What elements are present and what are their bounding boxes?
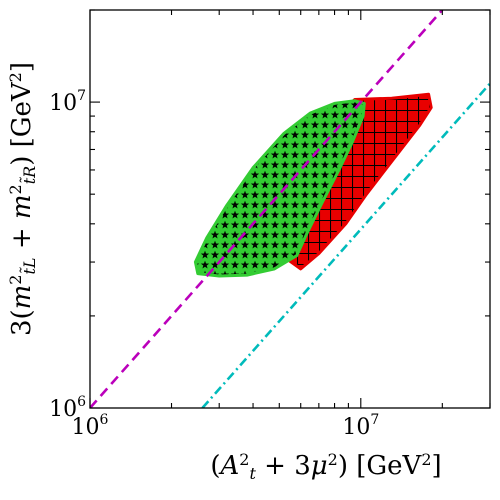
y-axis-label: 3(m2t̃L + m2t̃R) [GeV2]: [6, 62, 39, 336]
reference-line-3: [90, 10, 444, 408]
tick-labels: 106 107 106 107: [49, 88, 379, 440]
scatter-region-2: [193, 99, 366, 278]
x-tick-label: 106: [72, 412, 109, 440]
reference-line-4: [201, 82, 490, 408]
x-tick-label: 107: [342, 412, 379, 440]
axis-ticks: [89, 9, 491, 409]
y-tick-label: 107: [49, 88, 86, 116]
x-axis-label: (A2t + 3μ2) [GeV2]: [210, 450, 441, 483]
plot-frame: [89, 9, 491, 409]
y-tick-label: 106: [49, 394, 86, 422]
data-layer: [90, 10, 490, 408]
